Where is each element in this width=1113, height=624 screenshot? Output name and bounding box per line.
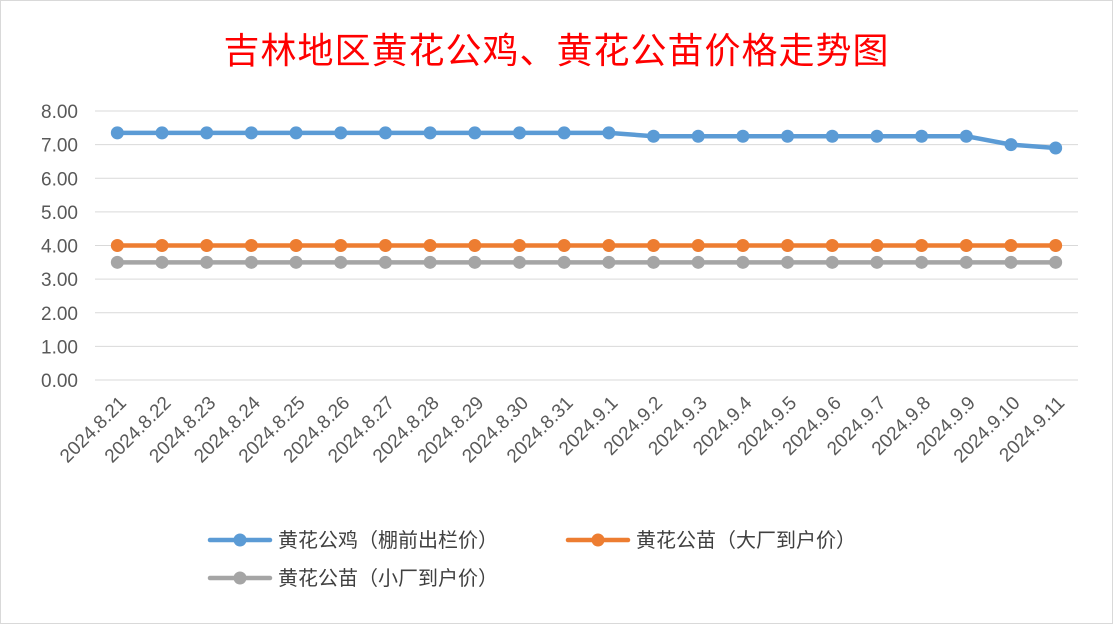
- y-tick-label: 7.00: [41, 136, 78, 157]
- data-point: [512, 239, 526, 252]
- data-point: [378, 126, 392, 140]
- data-point: [512, 126, 526, 140]
- data-point: [200, 126, 214, 140]
- data-point: [1004, 239, 1018, 252]
- data-point: [736, 255, 750, 269]
- data-point: [155, 255, 169, 269]
- data-point: [423, 126, 437, 140]
- legend-entry: 黄花公鸡（棚前出栏价）: [278, 528, 498, 552]
- data-point: [959, 239, 973, 252]
- data-point: [244, 255, 258, 269]
- data-point: [155, 239, 169, 252]
- data-point: [691, 255, 705, 269]
- y-tick-label: 5.00: [41, 203, 78, 224]
- data-point: [959, 255, 973, 269]
- y-tick-label: 2.00: [41, 304, 78, 325]
- legend-swatch-marker: [591, 533, 605, 547]
- data-point: [423, 239, 437, 252]
- data-point: [647, 129, 661, 143]
- data-point: [781, 239, 795, 252]
- data-point: [468, 255, 482, 269]
- data-point: [110, 239, 124, 252]
- data-point: [378, 239, 392, 252]
- y-tick-label: 6.00: [41, 169, 78, 190]
- data-point: [602, 255, 616, 269]
- data-point: [825, 255, 839, 269]
- data-point: [334, 239, 348, 252]
- y-tick-label: 8.00: [41, 102, 78, 123]
- data-point: [289, 239, 303, 252]
- y-tick-label: 3.00: [41, 270, 78, 291]
- data-point: [334, 126, 348, 140]
- data-point: [825, 239, 839, 252]
- data-point: [602, 126, 616, 140]
- data-point: [959, 129, 973, 143]
- data-point: [334, 255, 348, 269]
- data-point: [825, 129, 839, 143]
- data-point: [1049, 141, 1063, 155]
- data-point: [870, 239, 884, 252]
- data-point: [244, 239, 258, 252]
- legend-entry: 黄花公苗（大厂到户价）: [636, 528, 856, 552]
- data-point: [647, 255, 661, 269]
- data-point: [1004, 138, 1018, 152]
- data-point: [691, 129, 705, 143]
- y-tick-label: 0.00: [41, 371, 78, 392]
- data-point: [870, 129, 884, 143]
- data-point: [155, 126, 169, 140]
- legend-swatch-marker: [233, 533, 247, 547]
- data-point: [557, 239, 571, 252]
- data-point: [200, 239, 214, 252]
- legend-entry: 黄花公苗（小厂到户价）: [278, 566, 498, 590]
- y-tick-label: 4.00: [41, 237, 78, 258]
- data-point: [200, 255, 214, 269]
- legend-swatch-marker: [233, 571, 247, 585]
- y-tick-label: 1.00: [41, 337, 78, 358]
- data-point: [378, 255, 392, 269]
- data-point: [781, 255, 795, 269]
- data-point: [557, 255, 571, 269]
- data-point: [691, 239, 705, 252]
- data-point: [110, 255, 124, 269]
- data-point: [512, 255, 526, 269]
- data-point: [1004, 255, 1018, 269]
- data-point: [647, 239, 661, 252]
- data-point: [557, 126, 571, 140]
- data-point: [915, 239, 929, 252]
- data-point: [289, 126, 303, 140]
- data-point: [289, 255, 303, 269]
- data-point: [423, 255, 437, 269]
- data-point: [736, 239, 750, 252]
- data-point: [468, 239, 482, 252]
- data-point: [110, 126, 124, 140]
- data-point: [915, 255, 929, 269]
- data-point: [1049, 255, 1063, 269]
- data-point: [736, 129, 750, 143]
- data-point: [468, 126, 482, 140]
- data-point: [781, 129, 795, 143]
- data-point: [602, 239, 616, 252]
- series-line: [115, 130, 1058, 151]
- data-point: [915, 129, 929, 143]
- data-point: [870, 255, 884, 269]
- chart-title: 吉林地区黄花公鸡、黄花公苗价格走势图: [223, 31, 890, 72]
- data-point: [1049, 239, 1063, 252]
- data-point: [244, 126, 258, 140]
